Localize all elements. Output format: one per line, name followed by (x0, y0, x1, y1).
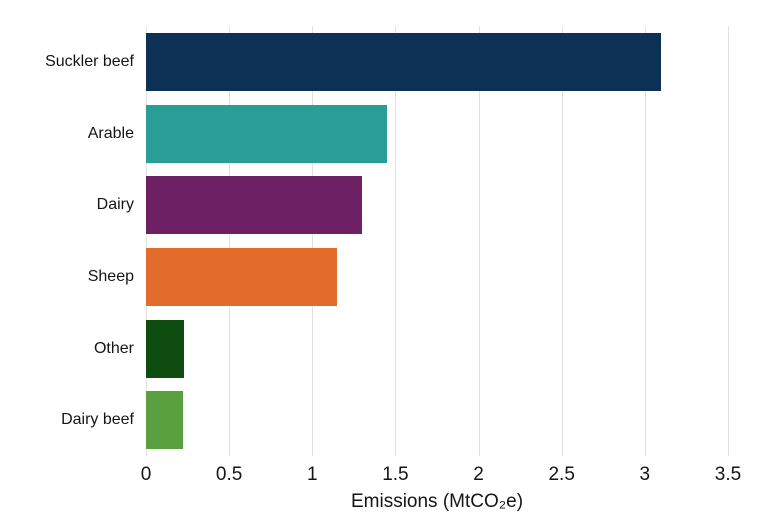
bar-arable (146, 104, 388, 163)
x-tick-label-3: 3 (639, 464, 651, 485)
category-label-sheep: Sheep (87, 267, 134, 285)
x-tick-label-0.5: 0.5 (215, 464, 243, 485)
x-tick-label-2: 2 (473, 464, 484, 485)
x-tick-label-0: 0 (140, 464, 152, 485)
x-axis-title: Emissions (MtCO₂e) (350, 491, 524, 512)
bar-suckler-beef (146, 32, 662, 91)
x-tick-label-2.5: 2.5 (548, 464, 575, 485)
x-tick-label-1: 1 (306, 464, 318, 485)
x-axis-tick-labels: 0 0.5 1 1.5 2 2.5 3 3.5 (141, 463, 742, 487)
gridline-x-2.5 (561, 26, 563, 456)
bar-other (146, 319, 185, 378)
gridline-x-0 (146, 26, 147, 456)
category-label-other: Other (93, 339, 134, 357)
x-tick-label-1.5: 1.5 (382, 464, 409, 485)
bar-sheep (146, 247, 338, 306)
gridline-x-2 (478, 26, 480, 456)
gridline-x-3 (644, 26, 646, 456)
gridline-x-3.5 (728, 26, 729, 456)
category-label-dairy: Dairy (96, 196, 134, 214)
category-label-dairy-beef: Dairy beef (61, 411, 134, 429)
bar-dairy-beef (146, 391, 183, 450)
gridline-x-1.5 (395, 26, 397, 456)
gridline-x-1 (312, 26, 314, 456)
x-tick-label-3.5: 3.5 (714, 464, 742, 485)
y-axis-category-labels: Suckler beef Arable Dairy Sheep Other Dairy b… (0, 26, 134, 456)
plot-area (146, 26, 729, 456)
bar-dairy (146, 176, 363, 235)
category-label-arable: Arable (87, 124, 134, 142)
gridline-x-0.5 (229, 26, 231, 456)
category-label-suckler-beef: Suckler beef (45, 52, 134, 70)
